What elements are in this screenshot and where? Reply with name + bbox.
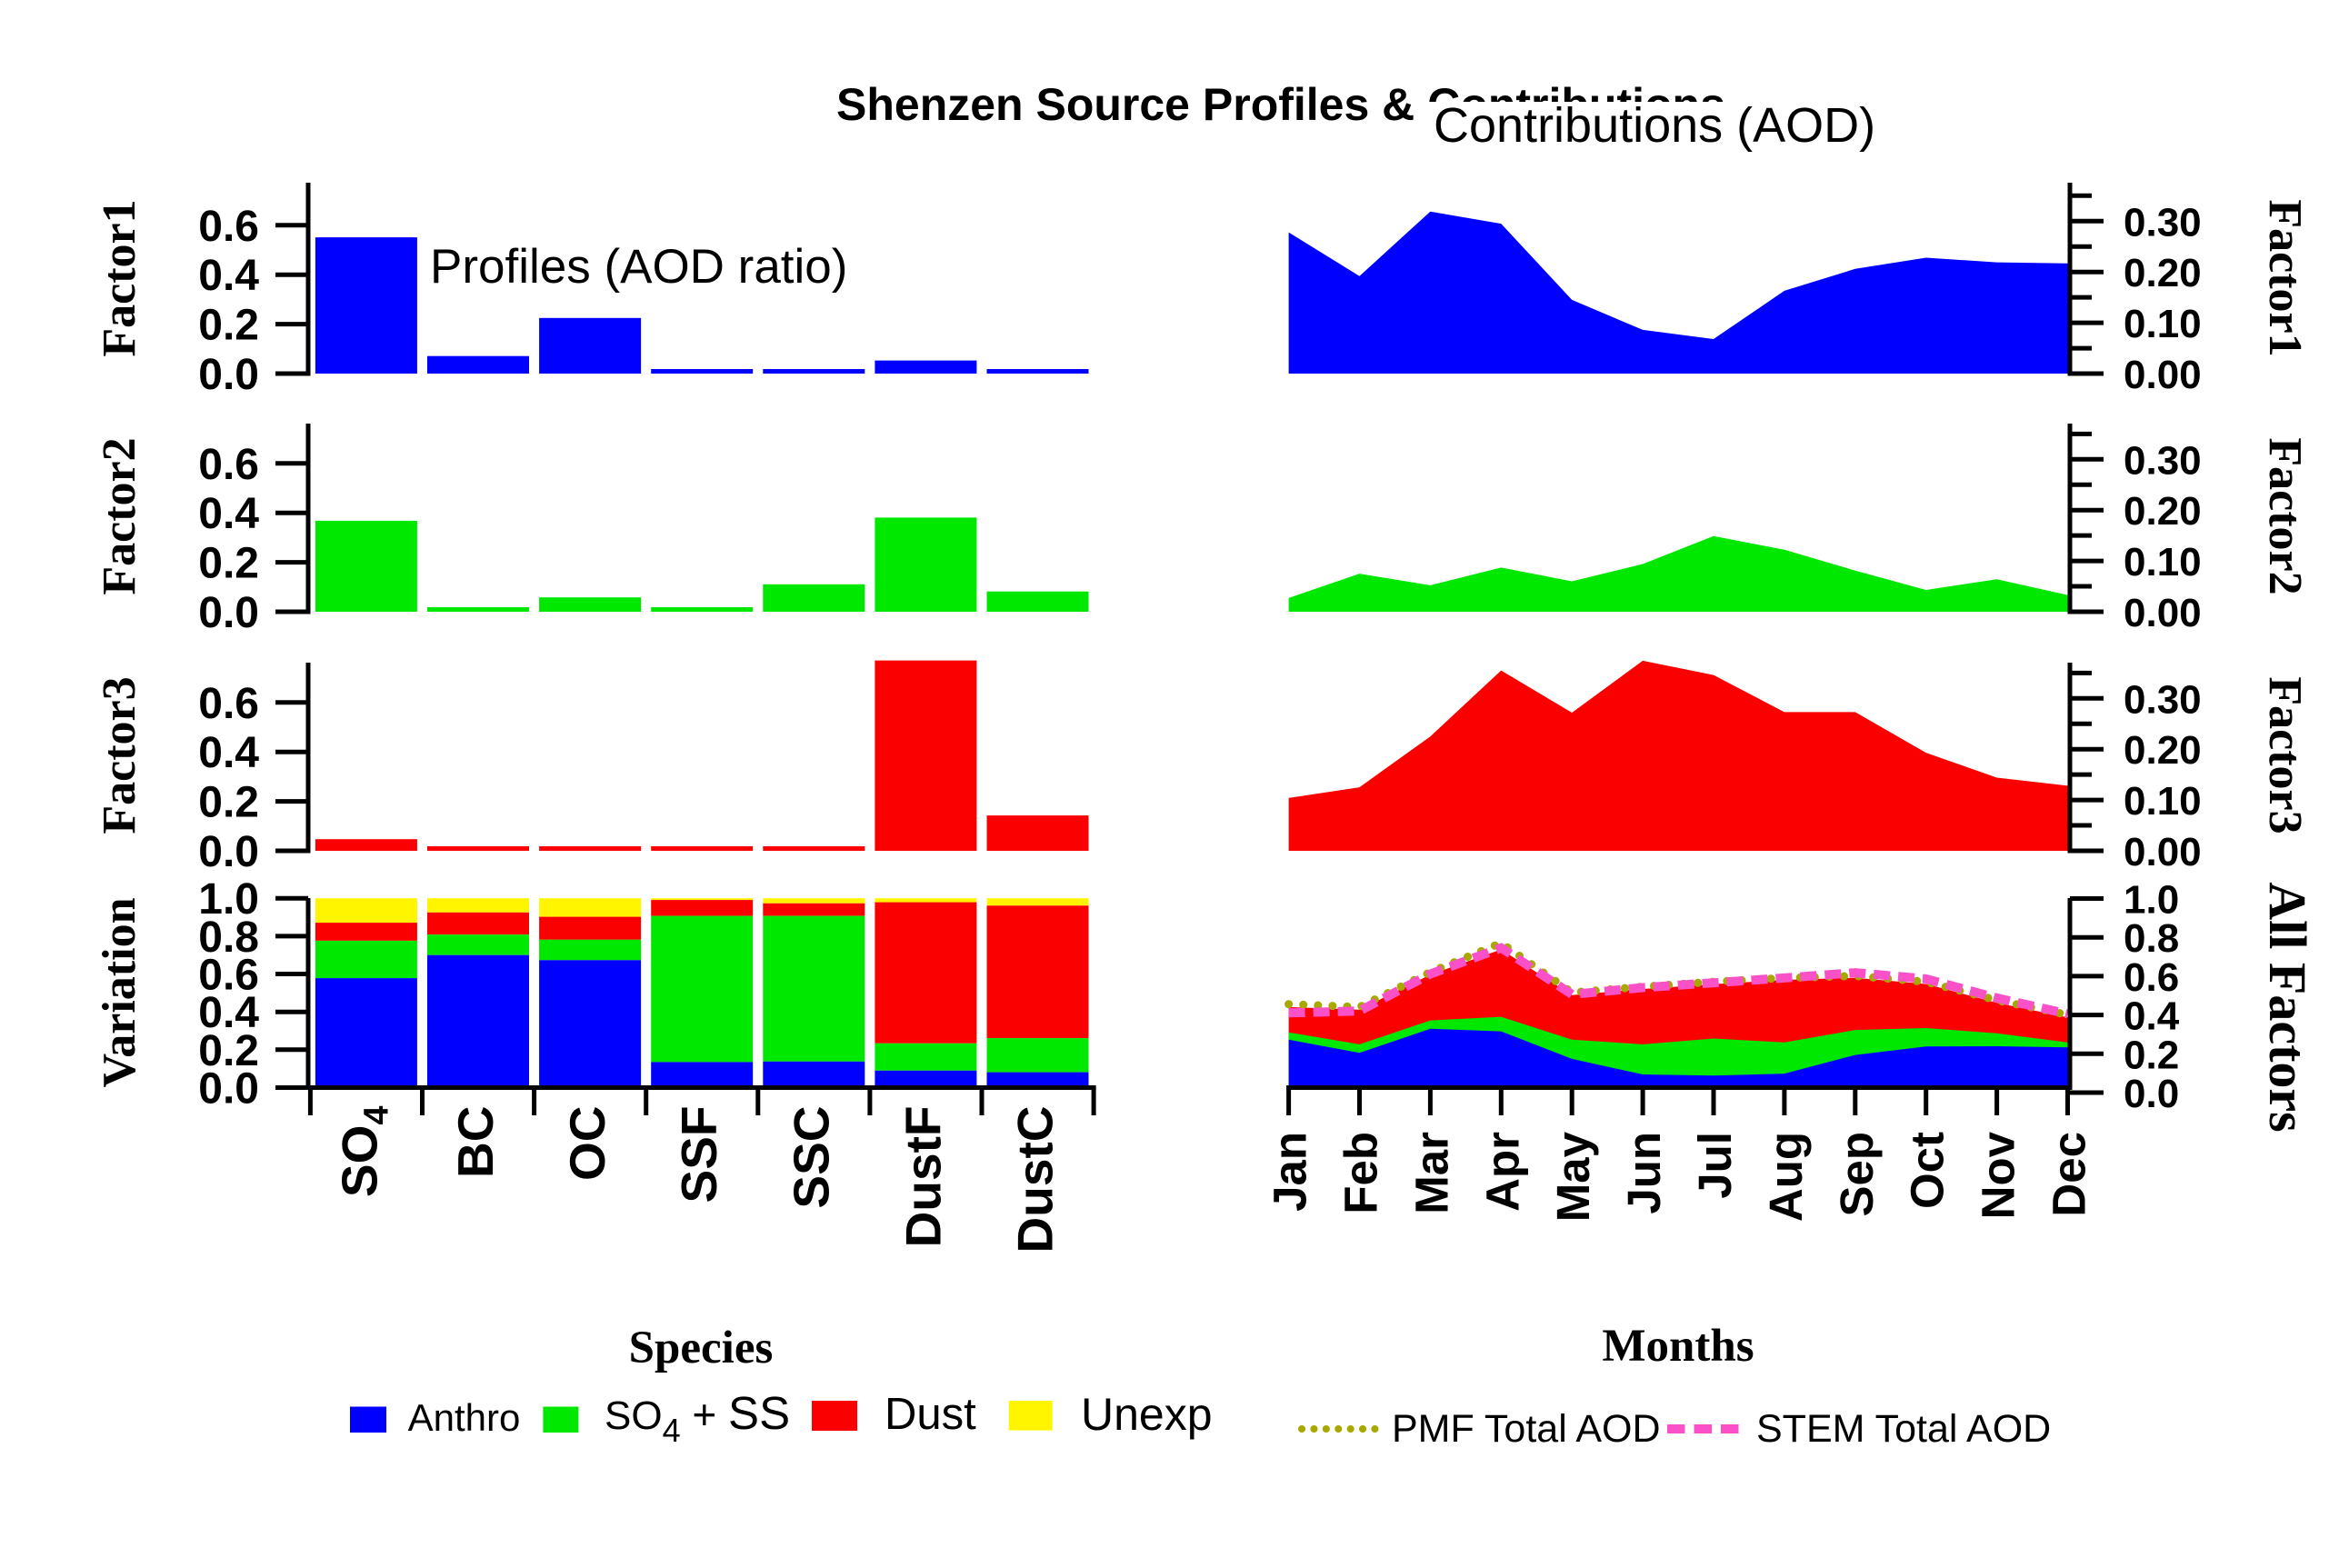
svg-text:0.4: 0.4: [198, 729, 259, 777]
svg-text:SSC: SSC: [783, 1106, 839, 1209]
svg-text:0.6: 0.6: [198, 441, 259, 489]
svg-text:0.8: 0.8: [2124, 916, 2179, 961]
svg-text:Jul: Jul: [1689, 1132, 1741, 1199]
svg-text:Dec: Dec: [2044, 1132, 2095, 1217]
svg-text:May: May: [1547, 1131, 1599, 1222]
svg-text:1.0: 1.0: [198, 875, 259, 924]
svg-text:All Factors: All Factors: [2258, 882, 2317, 1132]
svg-text:0.6: 0.6: [2124, 955, 2179, 1000]
svg-text:0.4: 0.4: [198, 252, 259, 300]
svg-text:Profiles (AOD ratio): Profiles (AOD ratio): [430, 240, 847, 294]
svg-text:Species: Species: [629, 1323, 774, 1373]
svg-text:Oct: Oct: [1902, 1132, 1954, 1209]
svg-text:Aug: Aug: [1760, 1132, 1812, 1222]
svg-text:SO4: SO4: [331, 1106, 395, 1198]
svg-text:Sep: Sep: [1831, 1132, 1883, 1217]
svg-text:0.20: 0.20: [2124, 728, 2202, 773]
svg-text:Factor1: Factor1: [94, 199, 145, 356]
svg-text:0.6: 0.6: [198, 680, 259, 728]
svg-text:Jun: Jun: [1618, 1132, 1670, 1214]
svg-text:DustF: DustF: [895, 1106, 951, 1248]
svg-text:0.30: 0.30: [2124, 677, 2202, 722]
svg-text:Factor1: Factor1: [2259, 199, 2311, 356]
svg-text:0.00: 0.00: [2124, 353, 2202, 397]
svg-text:Factor2: Factor2: [2259, 437, 2311, 594]
svg-text:Factor3: Factor3: [94, 676, 145, 834]
svg-text:BC: BC: [447, 1106, 504, 1178]
svg-text:Dust: Dust: [885, 1390, 976, 1439]
svg-text:0.10: 0.10: [2124, 540, 2202, 584]
svg-text:Variation: Variation: [94, 897, 145, 1087]
svg-text:Factor2: Factor2: [94, 437, 145, 594]
svg-text:0.30: 0.30: [2124, 438, 2202, 483]
svg-text:Months: Months: [1602, 1321, 1754, 1372]
svg-text:0.0: 0.0: [198, 351, 259, 399]
svg-text:0.0: 0.0: [198, 589, 259, 637]
svg-text:0.4: 0.4: [2124, 994, 2180, 1039]
svg-text:Nov: Nov: [1973, 1131, 2024, 1219]
svg-text:Feb: Feb: [1335, 1132, 1387, 1214]
svg-text:0.4: 0.4: [198, 989, 259, 1037]
svg-text:Anthro: Anthro: [408, 1396, 521, 1439]
svg-text:0.2: 0.2: [198, 302, 259, 350]
svg-text:OC: OC: [559, 1106, 615, 1182]
svg-text:0.0: 0.0: [198, 1065, 259, 1114]
svg-text:0.8: 0.8: [198, 914, 259, 962]
svg-text:0.2: 0.2: [2124, 1033, 2179, 1077]
svg-text:Mar: Mar: [1405, 1132, 1457, 1214]
svg-text:0.2: 0.2: [198, 779, 259, 827]
svg-text:0.20: 0.20: [2124, 251, 2202, 295]
svg-text:PMF Total AOD: PMF Total AOD: [1392, 1407, 1661, 1451]
svg-text:0.20: 0.20: [2124, 489, 2202, 534]
svg-text:0.0: 0.0: [2124, 1072, 2179, 1116]
svg-text:0.30: 0.30: [2124, 200, 2202, 245]
svg-text:0.00: 0.00: [2124, 830, 2202, 874]
svg-text:Contributions (AOD): Contributions (AOD): [1434, 98, 1875, 153]
svg-text:Unexp: Unexp: [1081, 1389, 1213, 1440]
svg-text:0.2: 0.2: [198, 540, 259, 588]
svg-text:SSF: SSF: [671, 1106, 727, 1203]
svg-text:0.6: 0.6: [198, 952, 259, 1000]
svg-text:0.10: 0.10: [2124, 779, 2202, 824]
svg-text:Factor3: Factor3: [2259, 676, 2311, 834]
svg-text:Apr: Apr: [1476, 1132, 1528, 1212]
svg-text:0.00: 0.00: [2124, 591, 2202, 635]
svg-text:STEM Total AOD: STEM Total AOD: [1756, 1407, 2051, 1451]
svg-text:DustC: DustC: [1007, 1106, 1064, 1253]
svg-text:1.0: 1.0: [2124, 878, 2179, 923]
svg-text:0.2: 0.2: [198, 1027, 259, 1075]
svg-text:0.10: 0.10: [2124, 302, 2202, 346]
svg-text:Jan: Jan: [1264, 1132, 1316, 1212]
svg-text:0.4: 0.4: [198, 490, 259, 538]
svg-text:0.0: 0.0: [198, 828, 259, 876]
svg-text:0.6: 0.6: [198, 203, 259, 251]
